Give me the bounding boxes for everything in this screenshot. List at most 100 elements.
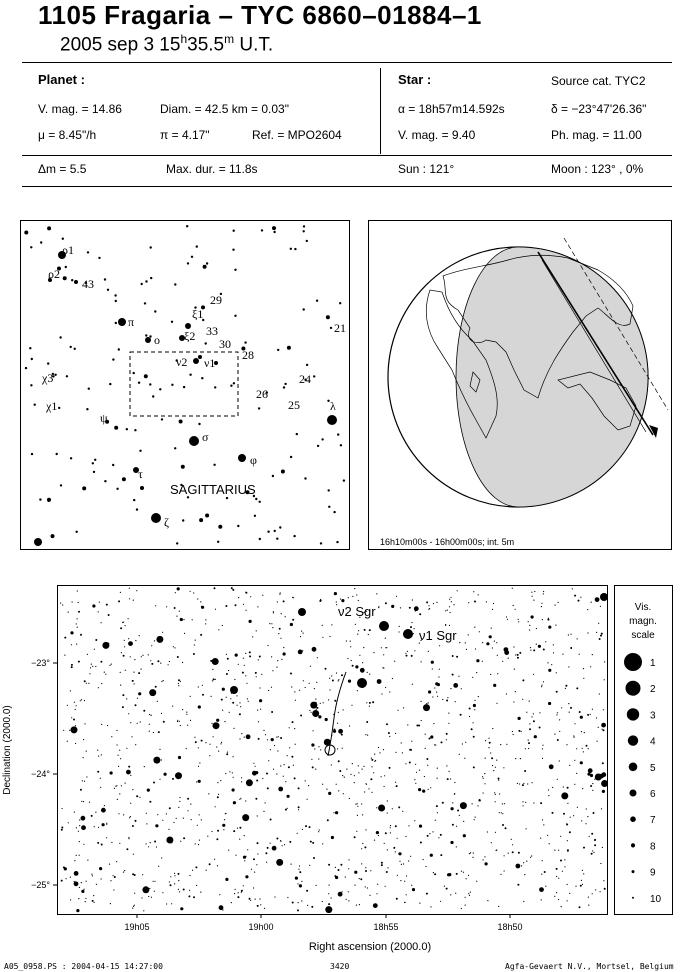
chart-star [378, 607, 380, 609]
chart-star [432, 696, 434, 698]
chart-star [315, 768, 317, 770]
chart-star [383, 654, 385, 656]
chart-star [552, 652, 555, 654]
chart-star [554, 895, 556, 897]
field-star [150, 276, 153, 280]
chart-star [196, 884, 198, 886]
chart-star [325, 906, 333, 914]
chart-star [426, 758, 429, 760]
chart-star [187, 724, 189, 726]
chart-star [495, 849, 497, 852]
chart-star [176, 720, 179, 723]
chart-star [173, 607, 176, 609]
chart-star [73, 718, 75, 721]
chart-star [297, 787, 300, 790]
chart-star [272, 627, 274, 629]
chart-star [398, 852, 402, 856]
chart-star [594, 778, 596, 780]
chart-star [323, 738, 331, 746]
chart-star [165, 813, 167, 815]
chart-star [419, 613, 422, 616]
chart-star [153, 890, 155, 892]
chart-star [128, 765, 131, 768]
chart-star [191, 619, 193, 621]
field-star [64, 265, 67, 269]
chart-star [79, 700, 81, 702]
planet-reference: Ref. = MPO2604 [252, 128, 342, 142]
chart-star [242, 603, 245, 605]
chart-star [308, 682, 310, 684]
chart-star [178, 685, 180, 687]
constellation-label: ζ [164, 515, 169, 529]
chart-star [541, 860, 543, 862]
field-star [302, 230, 305, 233]
chart-star [73, 701, 75, 703]
chart-star [129, 598, 131, 600]
chart-star [278, 627, 281, 630]
chart-star [163, 772, 167, 776]
field-star [329, 419, 334, 424]
chart-star [132, 907, 134, 909]
chart-star [136, 722, 138, 724]
chart-star [148, 713, 151, 716]
chart-star [358, 904, 360, 906]
field-star [194, 306, 197, 309]
chart-star [382, 749, 385, 751]
chart-star [540, 802, 543, 805]
chart-star [67, 822, 69, 824]
chart-star [354, 588, 356, 590]
field-star [182, 385, 186, 389]
field-star [132, 371, 135, 375]
y-tick-label: −23° [31, 658, 50, 668]
chart-star [347, 679, 352, 683]
chart-star [316, 681, 318, 683]
continent-outline-asia [442, 254, 634, 399]
chart-star [274, 744, 276, 747]
chart-star [335, 672, 338, 674]
chart-star [389, 827, 391, 829]
chart-star [556, 739, 559, 741]
field-star [106, 288, 110, 291]
chart-star [551, 811, 554, 814]
chart-star [521, 865, 523, 867]
chart-star [122, 871, 125, 873]
chart-star [418, 724, 421, 727]
field-star [273, 529, 276, 533]
chart-star [79, 825, 81, 827]
chart-star [579, 884, 582, 887]
chart-star [126, 698, 128, 700]
field-star [186, 496, 190, 499]
chart-star [116, 798, 118, 800]
chart-star [577, 599, 580, 602]
chart-star [185, 748, 187, 750]
chart-star [408, 606, 411, 609]
chart-star [211, 722, 213, 724]
chart-star [179, 796, 181, 799]
chart-star [103, 671, 105, 673]
chart-star [245, 734, 251, 740]
chart-star [371, 758, 374, 761]
chart-star [500, 812, 502, 814]
chart-star [432, 872, 434, 874]
chart-star [454, 781, 456, 784]
chart-star [378, 804, 386, 812]
chart-star [458, 814, 460, 816]
chart-star [494, 766, 496, 768]
chart-star [123, 814, 125, 816]
chart-star [376, 593, 378, 595]
field-star [104, 480, 107, 483]
field-star [59, 484, 63, 487]
chart-star [405, 763, 407, 765]
chart-star [133, 671, 135, 673]
named-star [34, 538, 42, 546]
chart-star [500, 744, 502, 746]
chart-star [267, 644, 269, 647]
scale-label: 3 [650, 710, 656, 721]
field-star [143, 374, 148, 379]
chart-star [579, 761, 583, 765]
chart-star [380, 861, 383, 864]
chart-star [128, 638, 130, 640]
field-star [86, 408, 89, 411]
chart-star [415, 763, 417, 765]
chart-star [566, 883, 568, 886]
